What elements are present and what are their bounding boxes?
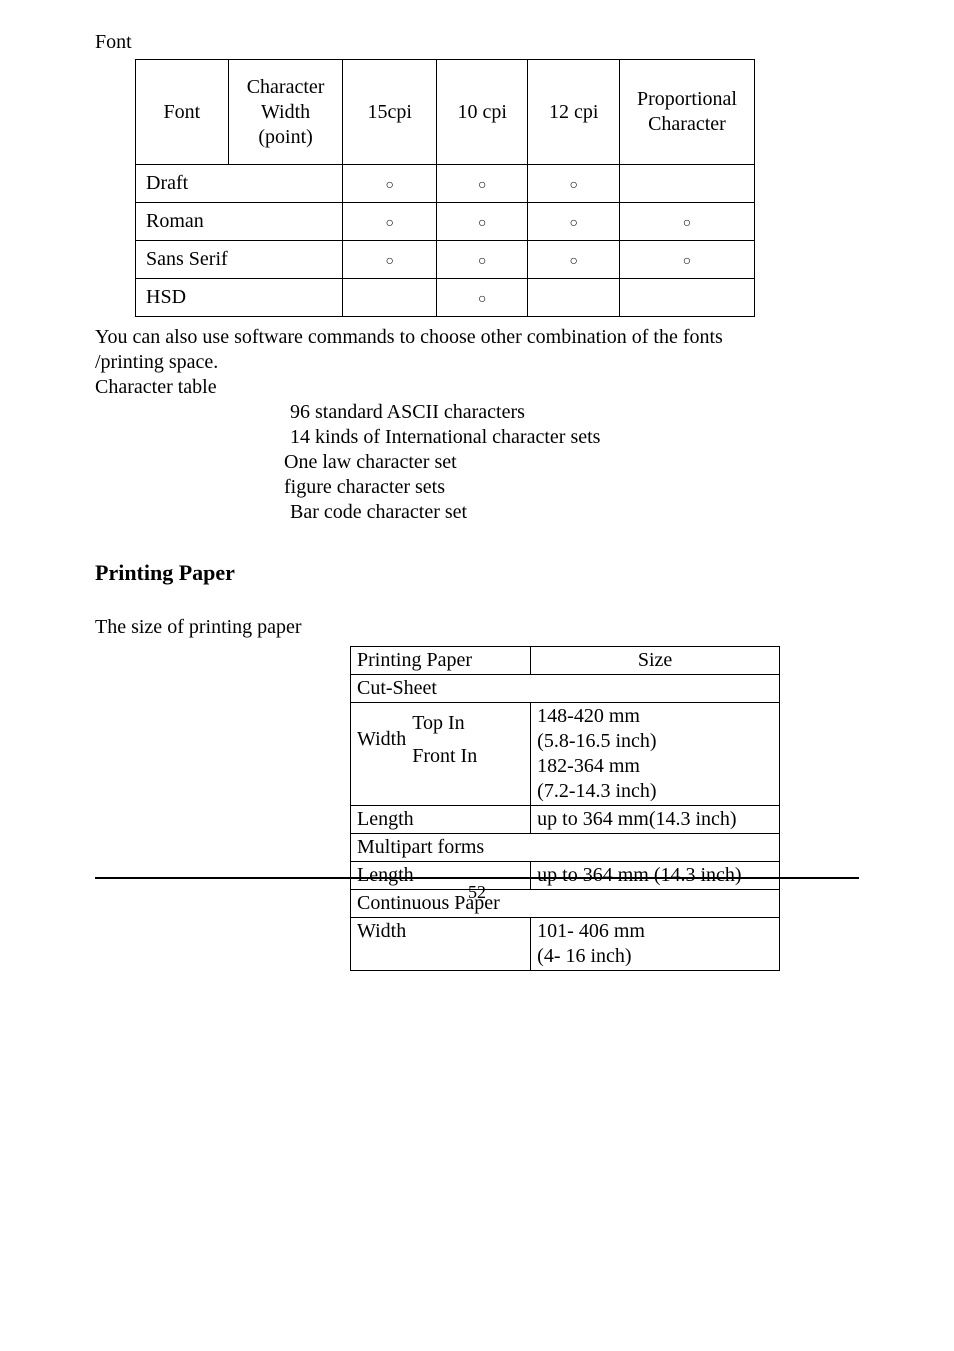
hdr-printing-paper: Printing Paper <box>351 646 531 674</box>
cell: ○ <box>343 241 436 279</box>
width-cell: Width Top In Front In <box>351 702 531 805</box>
page-footer: 52 <box>95 877 859 904</box>
char-table-label: Character table <box>95 375 859 400</box>
cell: ○ <box>436 279 527 317</box>
cell <box>619 279 754 317</box>
character-table-list: 96 standard ASCII characters 14 kinds of… <box>290 400 859 525</box>
circle-icon: ○ <box>683 216 691 231</box>
page: Font Font Character Width (point) 15cpi … <box>0 0 954 1351</box>
size-of-paper-label: The size of printing paper <box>95 615 859 640</box>
paper-table-row: Width Top In Front In 148-420 mm (5.8-16… <box>351 702 780 805</box>
cut-sheet-label: Cut-Sheet <box>351 674 780 702</box>
circle-icon: ○ <box>478 292 486 307</box>
circle-icon: ○ <box>683 254 691 269</box>
circle-icon: ○ <box>478 178 486 193</box>
list-item: 96 standard ASCII characters <box>290 400 859 425</box>
width-label: Width <box>351 727 412 752</box>
width-value-line: (4- 16 inch) <box>537 944 773 969</box>
cell: ○ <box>528 203 619 241</box>
list-item: One law character set <box>284 450 859 475</box>
cell <box>343 279 436 317</box>
font-table-row: Sans Serif ○ ○ ○ ○ <box>136 241 755 279</box>
page-number: 52 <box>95 881 859 904</box>
paper-table-row: Length up to 364 mm(14.3 inch) <box>351 805 780 833</box>
circle-icon: ○ <box>478 216 486 231</box>
size-line: (7.2-14.3 inch) <box>537 779 773 804</box>
cell: ○ <box>528 165 619 203</box>
circle-icon: ○ <box>569 216 577 231</box>
font-table-row: HSD ○ <box>136 279 755 317</box>
hdr-char-width: Character Width (point) <box>228 60 343 165</box>
hdr-font: Font <box>136 60 229 165</box>
paragraph: You can also use software commands to ch… <box>95 325 859 350</box>
font-name: Draft <box>136 165 343 203</box>
size-line: 182-364 mm <box>537 754 773 779</box>
font-name: Sans Serif <box>136 241 343 279</box>
top-in-label: Top In <box>412 707 530 740</box>
width-label: Width <box>351 917 531 970</box>
cell: ○ <box>619 241 754 279</box>
hdr-10cpi: 10 cpi <box>436 60 527 165</box>
font-table-row: Draft ○ ○ ○ <box>136 165 755 203</box>
paper-table: Printing Paper Size Cut-Sheet Width Top … <box>350 646 780 971</box>
length-value: up to 364 mm(14.3 inch) <box>531 805 780 833</box>
cell: ○ <box>619 203 754 241</box>
printing-paper-heading: Printing Paper <box>95 559 859 587</box>
font-table: Font Character Width (point) 15cpi 10 cp… <box>135 59 755 317</box>
list-item: Bar code character set <box>290 500 859 525</box>
paper-table-row: Multipart forms <box>351 833 780 861</box>
cell: ○ <box>436 203 527 241</box>
paragraph: /printing space. <box>95 350 859 375</box>
font-name: Roman <box>136 203 343 241</box>
width-value-line: 101- 406 mm <box>537 919 773 944</box>
cell: ○ <box>436 241 527 279</box>
cell <box>528 279 619 317</box>
circle-icon: ○ <box>478 254 486 269</box>
cell <box>619 165 754 203</box>
front-in-label: Front In <box>412 740 530 773</box>
footer-rule <box>95 877 859 879</box>
paper-table-header: Printing Paper Size <box>351 646 780 674</box>
circle-icon: ○ <box>385 254 393 269</box>
size-line: 148-420 mm <box>537 704 773 729</box>
cell: ○ <box>528 241 619 279</box>
cell: ○ <box>436 165 527 203</box>
paper-table-row: Width 101- 406 mm (4- 16 inch) <box>351 917 780 970</box>
length-label: Length <box>351 805 531 833</box>
cell: ○ <box>343 165 436 203</box>
circle-icon: ○ <box>385 178 393 193</box>
circle-icon: ○ <box>385 216 393 231</box>
hdr-12cpi: 12 cpi <box>528 60 619 165</box>
circle-icon: ○ <box>569 254 577 269</box>
font-table-header-row: Font Character Width (point) 15cpi 10 cp… <box>136 60 755 165</box>
multipart-label: Multipart forms <box>351 833 780 861</box>
paper-table-row: Cut-Sheet <box>351 674 780 702</box>
width-value: 101- 406 mm (4- 16 inch) <box>531 917 780 970</box>
list-item: figure character sets <box>284 475 859 500</box>
hdr-proportional: Proportional Character <box>619 60 754 165</box>
font-section-label: Font <box>95 30 859 55</box>
circle-icon: ○ <box>569 178 577 193</box>
list-item: 14 kinds of International character sets <box>290 425 859 450</box>
font-table-row: Roman ○ ○ ○ ○ <box>136 203 755 241</box>
font-name: HSD <box>136 279 343 317</box>
size-cell: 148-420 mm (5.8-16.5 inch) 182-364 mm (7… <box>531 702 780 805</box>
hdr-size: Size <box>531 646 780 674</box>
hdr-15cpi: 15cpi <box>343 60 436 165</box>
size-line: (5.8-16.5 inch) <box>537 729 773 754</box>
cell: ○ <box>343 203 436 241</box>
